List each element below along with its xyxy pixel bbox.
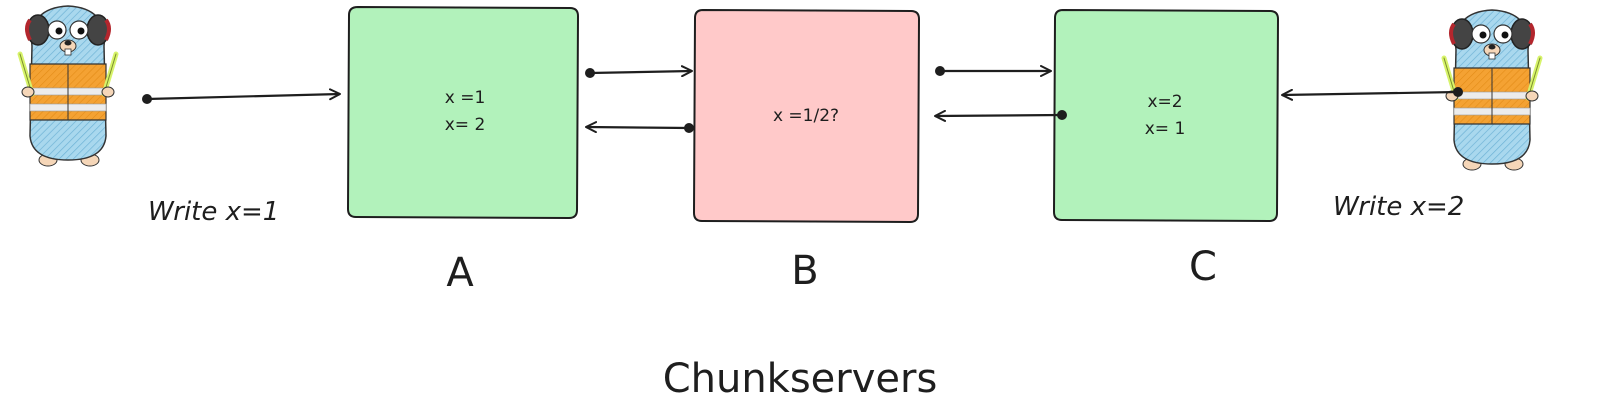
arrow-left-writer-to-a	[146, 88, 341, 101]
server-box-c-rect	[1052, 8, 1280, 223]
server-label-c: C	[1189, 244, 1217, 290]
write-label-left: Write x=1	[148, 197, 279, 227]
server-box-a: x =1 x= 2	[346, 5, 580, 220]
server-box-b-rect	[692, 8, 921, 224]
server-box-c: x=2 x= 1	[1052, 8, 1280, 223]
arrow-c-to-b	[934, 109, 1063, 122]
arrow-b-to-a	[585, 121, 690, 134]
server-box-b-line-1: x =1/2?	[773, 106, 839, 126]
arrows	[142, 65, 1463, 134]
server-box-a-rect	[346, 5, 580, 220]
arrow-a-to-b	[589, 65, 693, 78]
server-box-c-line-1: x=2	[1147, 92, 1182, 112]
arrow-right-writer-to-c	[1281, 88, 1459, 101]
server-box-a-line-2: x= 2	[445, 115, 486, 135]
server-box-a-line-1: x =1	[445, 88, 486, 108]
server-box-b: x =1/2?	[692, 8, 921, 224]
diagram-title: Chunkservers	[663, 356, 938, 402]
gopher-left-illustration	[20, 6, 116, 166]
server-label-b: B	[791, 248, 818, 294]
server-label-a: A	[446, 250, 474, 296]
server-box-c-line-2: x= 1	[1145, 119, 1186, 139]
write-label-right: Write x=2	[1333, 192, 1464, 222]
